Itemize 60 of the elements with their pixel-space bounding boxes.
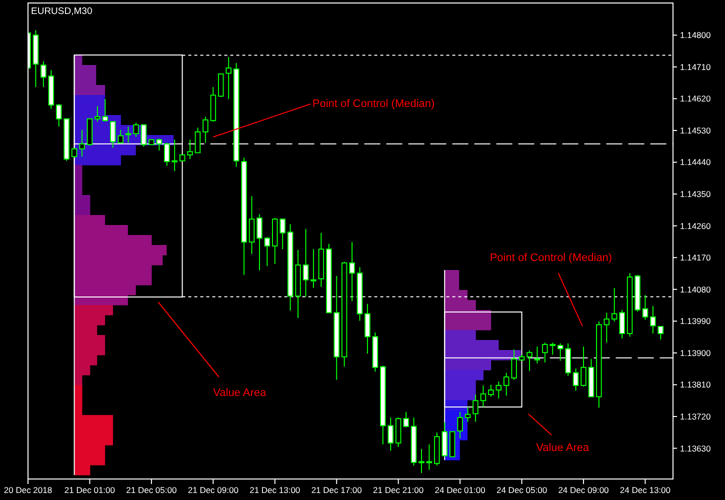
candlestick <box>650 305 656 334</box>
y-tick-label: 1.13630 <box>680 443 711 454</box>
candlestick <box>480 384 486 408</box>
candlestick <box>658 326 664 340</box>
candlestick <box>202 116 208 144</box>
candlestick <box>40 60 46 88</box>
candlestick <box>248 196 255 255</box>
x-tick-label: 21 Dec 05:00 <box>126 485 177 495</box>
y-tick-label: 1.14530 <box>680 125 711 136</box>
candlestick <box>426 444 432 470</box>
x-tick-label: 24 Dec 01:00 <box>434 485 486 495</box>
chart-title: EURUSD,M30 <box>31 6 92 17</box>
candlestick <box>310 248 316 288</box>
y-tick-label: 1.13900 <box>680 348 711 358</box>
candlestick <box>604 312 610 344</box>
y-tick-label: 1.14350 <box>680 189 711 200</box>
candlestick <box>194 127 201 154</box>
candlestick <box>102 98 108 122</box>
annotation: Value Area <box>536 442 590 454</box>
x-tick-label: 24 Dec 13:00 <box>620 485 671 495</box>
candlestick <box>403 411 409 428</box>
y-tick-label: 1.14710 <box>680 62 711 72</box>
candlestick <box>526 350 532 372</box>
x-tick-label: 21 Dec 09:00 <box>188 485 239 495</box>
candlestick <box>94 106 100 122</box>
y-tick-label: 1.14620 <box>680 94 711 104</box>
x-tick-label: 21 Dec 21:00 <box>373 485 424 495</box>
candlestick <box>511 348 517 380</box>
candlestick <box>580 346 586 387</box>
candlestick <box>125 126 132 144</box>
annotation: Value Area <box>213 387 267 399</box>
y-tick-label: 1.14260 <box>680 220 711 231</box>
y-tick-label: 1.13720 <box>680 411 711 422</box>
y-tick-label: 1.13810 <box>680 380 711 390</box>
y-tick-label: 1.14800 <box>680 30 711 40</box>
annotation: Point of Control (Median) <box>490 252 612 264</box>
candlestick <box>364 303 370 354</box>
x-tick-label: 21 Dec 13:00 <box>250 485 300 495</box>
candlestick <box>457 411 463 439</box>
x-tick-label: 20 Dec 2018 <box>4 485 52 495</box>
y-tick-label: 1.14080 <box>680 284 711 294</box>
candlestick <box>464 406 471 422</box>
y-tick-label: 1.13990 <box>680 316 711 326</box>
x-tick-label: 21 Dec 01:00 <box>64 485 116 495</box>
candlestick <box>503 372 510 396</box>
candlestick <box>79 129 85 158</box>
x-tick-label: 24 Dec 05:00 <box>496 485 548 495</box>
x-tick-label: 21 Dec 17:00 <box>311 485 362 495</box>
y-tick-label: 1.14440 <box>680 157 711 168</box>
x-tick-label: 24 Dec 09:00 <box>558 485 610 495</box>
candlestick <box>264 236 270 267</box>
candlestick <box>472 394 478 422</box>
candlestick <box>133 122 139 138</box>
candlestick <box>187 139 193 160</box>
candlestick <box>71 147 78 158</box>
candlestick <box>572 368 579 392</box>
candlestick <box>418 448 424 474</box>
y-tick-label: 1.14170 <box>680 252 711 263</box>
candlestick <box>256 214 262 271</box>
annotation: Point of Control (Median) <box>312 98 435 110</box>
